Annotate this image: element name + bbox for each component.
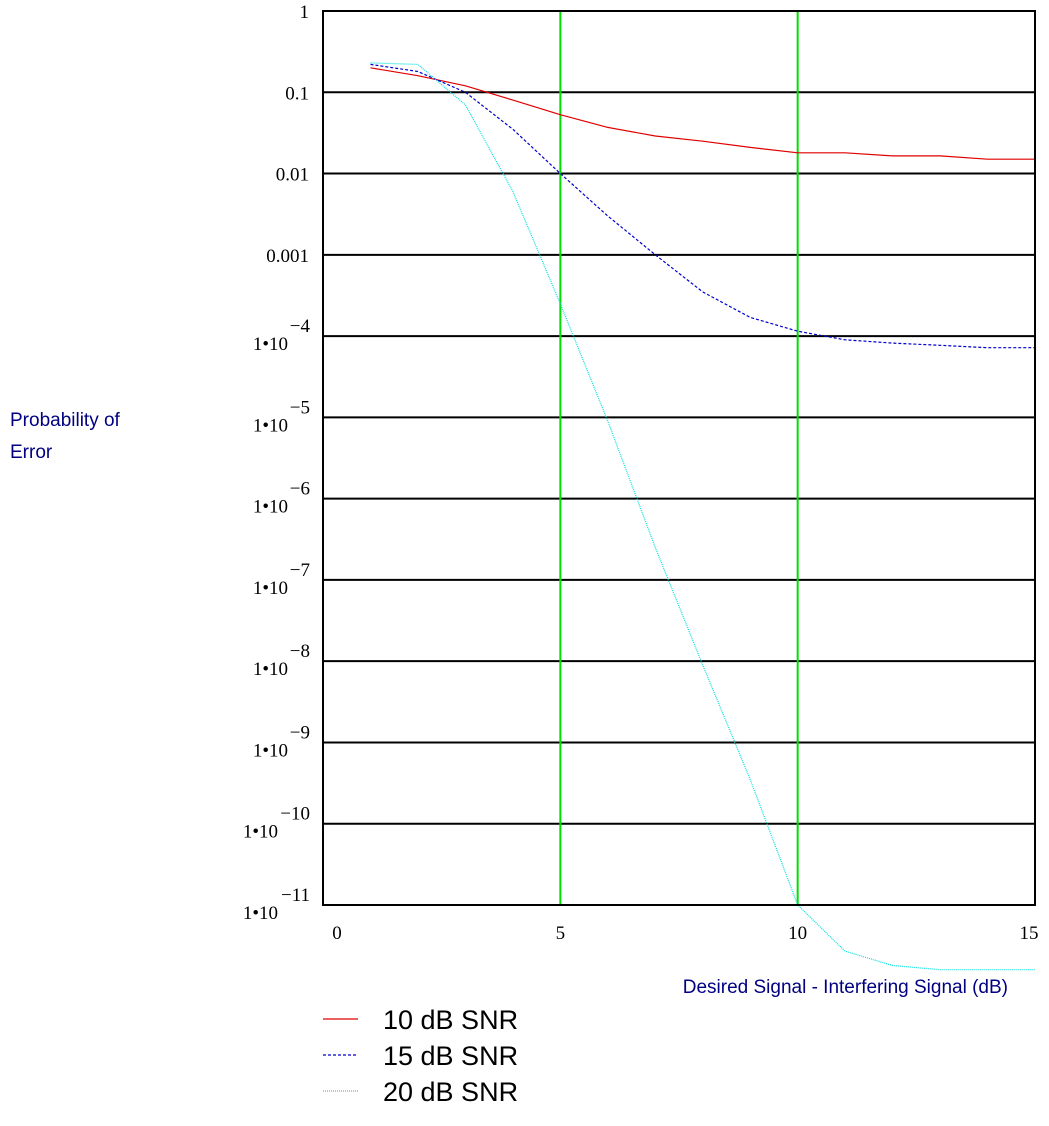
y-tick-label-8: −81•10 [253,641,310,680]
y-tick-exponent: −5 [290,397,310,418]
legend-label: 20 dB SNR [383,1077,518,1107]
y-tick-label-1: 0.1 [285,83,309,104]
legend-entry-2: 20 dB SNR [323,1077,518,1107]
y-tick-exponent: −7 [290,560,310,581]
series-line-2 [370,62,1035,971]
y-tick-label-0: 1 [300,2,310,23]
y-tick-label-6: −61•10 [253,479,310,518]
y-tick-label-9: −91•10 [253,722,310,761]
y-tick-mantissa: 1 [300,2,310,23]
y-tick-label-4: −41•10 [253,316,311,355]
y-tick-label-11: −111•10 [243,885,310,924]
y-tick-exponent: −8 [290,641,310,662]
x-tick-label-1: 5 [556,923,566,944]
y-tick-mantissa: 1•10 [243,822,278,843]
legend-entry-1: 15 dB SNR [323,1041,518,1071]
legend-label: 10 dB SNR [383,1005,518,1035]
y-tick-mantissa: 1•10 [253,415,288,436]
y-axis-label-line-1: Probability of [10,410,121,431]
y-tick-exponent: −4 [290,316,311,337]
plot-frame [322,10,1036,906]
y-axis-label-line-2: Error [10,442,53,463]
y-tick-mantissa: 0.001 [266,246,309,267]
y-tick-exponent: −10 [280,804,310,825]
x-tick-label-0: 0 [332,923,342,944]
x-tick-label-2: 10 [788,923,807,944]
y-tick-label-5: −51•10 [253,397,310,436]
legend-label: 15 dB SNR [383,1041,518,1071]
y-tick-mantissa: 0.1 [285,83,309,104]
y-tick-mantissa: 1•10 [253,334,288,355]
series-line-1 [370,63,1035,349]
y-tick-label-3: 0.001 [266,246,309,267]
series-line-0 [370,67,1035,160]
legend-entry-0: 10 dB SNR [323,1005,518,1035]
y-tick-exponent: −11 [281,885,310,906]
y-tick-label-2: 0.01 [276,165,309,186]
plot-area [322,10,1036,971]
y-tick-exponent: −6 [290,479,310,500]
x-tick-label-3: 15 [1020,923,1039,944]
legend: 10 dB SNR 15 dB SNR 20 dB SNR [323,1005,518,1107]
y-tick-mantissa: 1•10 [253,740,288,761]
y-tick-mantissa: 1•10 [253,497,288,518]
y-tick-label-7: −71•10 [253,560,310,599]
y-axis-ticks: 10.10.010.001−41•10−51•10−61•10−71•10−81… [243,2,311,924]
x-axis-label: Desired Signal - Interfering Signal (dB) [683,977,1008,998]
y-tick-label-10: −101•10 [243,804,310,843]
x-axis-ticks: 0 5 10 15 [332,923,1038,944]
y-tick-exponent: −9 [290,722,310,743]
y-tick-mantissa: 1•10 [253,659,288,680]
y-tick-mantissa: 0.01 [276,165,309,186]
y-tick-mantissa: 1•10 [253,578,288,599]
y-tick-mantissa: 1•10 [243,903,278,924]
